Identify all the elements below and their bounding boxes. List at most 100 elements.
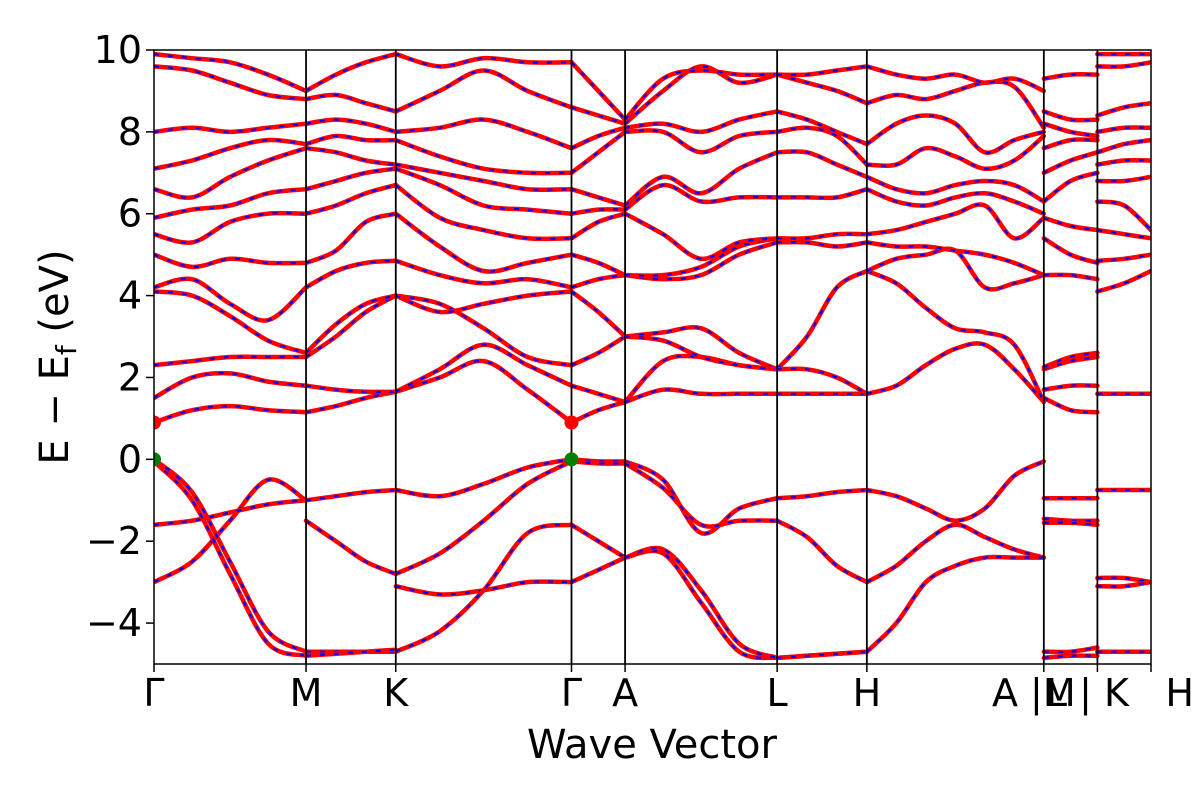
band-dash-seg7-b15 bbox=[1043, 122, 1098, 138]
band-dash-seg3-b12 bbox=[571, 188, 626, 207]
band-dash-seg7-b14 bbox=[1043, 138, 1098, 150]
band-dash-seg3-b6 bbox=[571, 335, 626, 367]
band-line-seg6-b4 bbox=[864, 268, 1047, 405]
x-tick-label-5: L bbox=[767, 671, 788, 715]
band-line-seg0-b9 bbox=[154, 252, 309, 270]
band-dash-seg4-b14 bbox=[624, 110, 778, 134]
band-dash-seg4-b2 bbox=[624, 549, 778, 659]
band-line-seg0-b10 bbox=[154, 210, 309, 245]
extrema-points bbox=[154, 415, 579, 467]
band-dash-seg2-b1 bbox=[395, 460, 572, 575]
band-line-seg3-b4 bbox=[569, 399, 628, 425]
band-line-seg0-b12 bbox=[154, 145, 309, 200]
band-dash-seg5-b11 bbox=[776, 126, 868, 166]
band-dash-seg2-b15 bbox=[395, 69, 572, 113]
band-dash-seg5-b1 bbox=[776, 519, 868, 584]
y-tick-label-3: 2 bbox=[118, 355, 142, 399]
band-line-seg6-b7 bbox=[864, 202, 1047, 241]
band-dash-seg6-b2 bbox=[866, 555, 1044, 653]
band-dash-seg2-b12 bbox=[395, 163, 572, 191]
band-line-seg0-b7 bbox=[154, 289, 309, 356]
cbm-marker-0 bbox=[154, 415, 161, 430]
band-line-seg8-b15 bbox=[1095, 60, 1151, 69]
band-dash-seg5-b3 bbox=[777, 650, 867, 659]
band-dash-seg2-b0 bbox=[395, 458, 572, 498]
band-dash-seg7-b5 bbox=[1043, 396, 1098, 414]
band-dash-seg3-b9 bbox=[571, 253, 626, 277]
band-line-seg5-b4 bbox=[774, 268, 870, 372]
band-line-seg8-b13 bbox=[1095, 125, 1151, 135]
band-dash-seg3-b13 bbox=[570, 131, 626, 174]
band-dash-seg0-b4 bbox=[154, 404, 307, 424]
band-line-seg2-b1 bbox=[393, 459, 574, 577]
band-line-seg4-b15 bbox=[622, 64, 780, 126]
band-line-seg2-b14 bbox=[393, 117, 574, 151]
band-dash-seg2-b11 bbox=[395, 167, 572, 215]
band-line-seg4-b16 bbox=[622, 68, 780, 122]
band-dash-seg6-b12 bbox=[866, 80, 1045, 129]
x-tick-label-3: Γ bbox=[561, 671, 582, 715]
band-line-seg8-b8 bbox=[1095, 227, 1151, 241]
band-dash-seg6-b1 bbox=[866, 523, 1045, 584]
band-line-seg4-b9 bbox=[622, 236, 780, 278]
band-line-seg7-b9 bbox=[1041, 272, 1100, 282]
y-axis-title: E − Ef (eV) bbox=[32, 249, 83, 464]
band-dash-seg4-b11 bbox=[624, 183, 778, 211]
band-dash-seg0-b15 bbox=[154, 65, 307, 101]
band-dash-seg3-b14 bbox=[571, 126, 626, 150]
band-dash-seg3-b8 bbox=[571, 274, 626, 289]
band-dash-seg5-b4 bbox=[776, 270, 868, 371]
x-tick-label-1: M bbox=[290, 671, 323, 715]
band-line-seg7-b17 bbox=[1041, 72, 1100, 81]
band-dash-seg0-b3 bbox=[154, 458, 307, 653]
band-line-seg5-b9 bbox=[774, 186, 870, 201]
band-line-seg1-b0 bbox=[303, 487, 399, 503]
band-dash-seg3-b10 bbox=[570, 212, 626, 240]
y-tick-label-6: 8 bbox=[118, 110, 142, 154]
band-dash-seg8-b14 bbox=[1097, 102, 1151, 117]
band-dash-seg5-b0 bbox=[777, 488, 867, 500]
band-dash-seg4-b1 bbox=[624, 462, 778, 528]
band-line-seg8-b6 bbox=[1095, 268, 1151, 294]
band-line-seg5-b12 bbox=[774, 109, 870, 147]
band-line-seg4-b6 bbox=[622, 325, 780, 372]
band-dash-seg1-b14 bbox=[305, 118, 397, 133]
band-dash-seg3-b15 bbox=[571, 106, 626, 125]
band-dash-seg6-b13 bbox=[866, 65, 1045, 92]
band-line-seg7-b4 bbox=[1041, 653, 1100, 661]
band-dash-seg1-b13 bbox=[305, 134, 396, 146]
band-dash-seg8-b6 bbox=[1097, 270, 1151, 293]
band-dash-seg2-b9 bbox=[395, 212, 572, 273]
band-line-seg6-b1 bbox=[864, 522, 1047, 585]
band-line-seg3-b5 bbox=[569, 383, 628, 405]
band-dash-seg2-b14 bbox=[395, 118, 572, 150]
band-line-seg4-b1 bbox=[622, 461, 780, 529]
band-dash-seg6-b4 bbox=[866, 269, 1045, 403]
band-line-seg2-b9 bbox=[393, 211, 574, 274]
x-tick-label-0: Γ bbox=[143, 671, 164, 715]
band-dash-seg0-b1 bbox=[154, 499, 307, 526]
band-dash-seg1-b6 bbox=[305, 294, 397, 358]
band-dash-seg6-b9 bbox=[866, 175, 1045, 203]
x-axis-title: Wave Vector bbox=[527, 722, 778, 768]
x-tick-label-4: A bbox=[612, 671, 638, 715]
band-dash-seg0-b2 bbox=[154, 460, 307, 657]
band-dash-seg1-b16 bbox=[305, 53, 397, 92]
band-dash-seg5-b8 bbox=[777, 232, 867, 240]
band-dash-seg7-b13 bbox=[1043, 151, 1098, 174]
x-tick-label-6: H bbox=[853, 671, 882, 715]
band-dash-seg2-b6 bbox=[395, 294, 572, 367]
band-line-seg0-b0 bbox=[154, 477, 309, 585]
band-dash-seg5-b7 bbox=[777, 240, 868, 248]
band-line-seg4-b13 bbox=[622, 128, 780, 155]
band-dash-seg2-b16 bbox=[395, 53, 572, 68]
band-dash-seg6-b10 bbox=[866, 135, 1045, 170]
band-dash-seg0-b14 bbox=[154, 122, 307, 134]
band-dash-seg0-b8 bbox=[154, 277, 307, 322]
band-dash-seg0-b7 bbox=[154, 290, 307, 354]
band-dash-seg5-b9 bbox=[777, 188, 868, 200]
band-dash-seg2-b8 bbox=[395, 259, 572, 289]
band-line-seg0-b4 bbox=[154, 403, 309, 425]
band-line-seg2-b0 bbox=[393, 457, 574, 499]
y-tick-label-1: −2 bbox=[86, 519, 142, 563]
